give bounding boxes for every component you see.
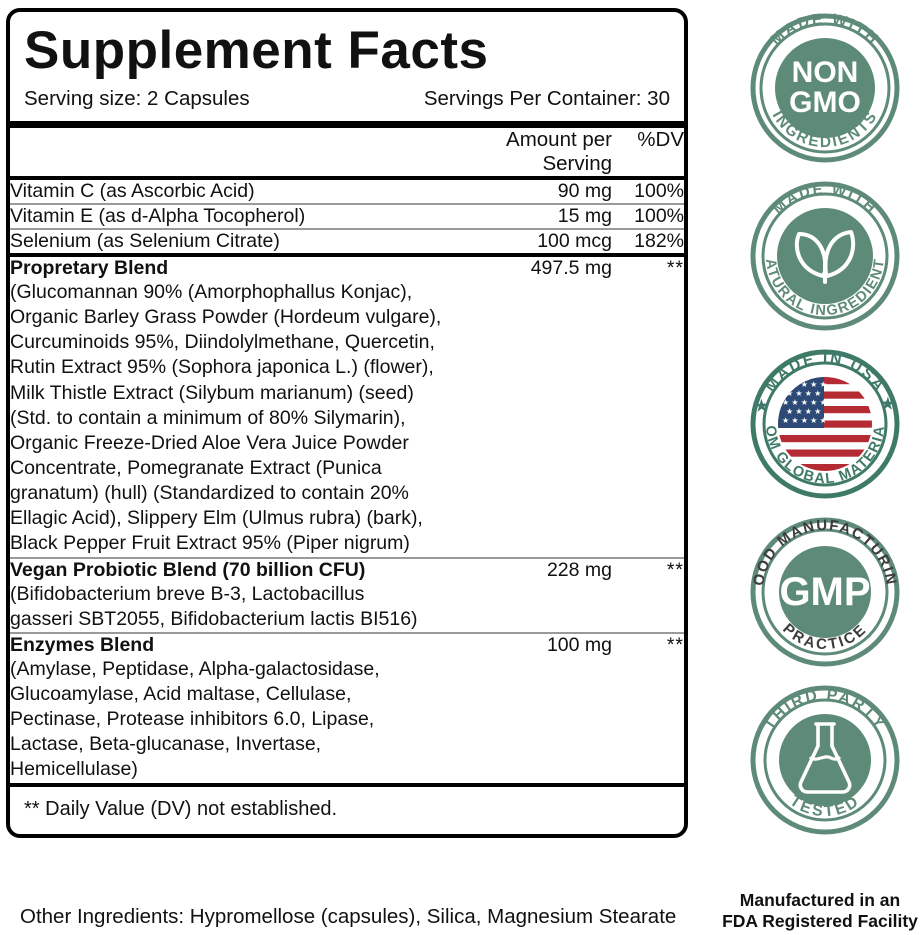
nutrient-dv: 100% bbox=[634, 205, 684, 227]
servings-per-container-text: Servings Per Container: 30 bbox=[423, 87, 670, 110]
blend-amount: 228 mg bbox=[546, 558, 612, 581]
blend-line: Concentrate, Pomegranate Extract (Punica bbox=[10, 456, 382, 479]
divider-thin bbox=[10, 556, 684, 559]
blend-row: Propretary Blend 497.5 mg ** bbox=[10, 257, 684, 280]
svg-text:★ ★ ★ ★: ★ ★ ★ ★ bbox=[786, 407, 821, 416]
svg-text:★ ★ ★ ★ ★: ★ ★ ★ ★ ★ bbox=[782, 416, 827, 425]
divider-row bbox=[10, 631, 684, 634]
svg-text:★ ★ ★ ★: ★ ★ ★ ★ bbox=[786, 389, 821, 398]
badge-gmp: GOOD MANUFACTURING PRACTICE GMP bbox=[737, 508, 913, 676]
blend-line: Curcuminoids 95%, Diindolylmethane, Quer… bbox=[10, 331, 435, 354]
blend-line: gasseri SBT2055, Bifidobacterium lactis … bbox=[10, 607, 418, 630]
nutrient-name: Vitamin C (as Ascorbic Acid) bbox=[10, 180, 255, 202]
daily-value-footnote: ** Daily Value (DV) not established. bbox=[24, 797, 338, 820]
divider-row bbox=[10, 203, 684, 205]
blend-row: Enzymes Blend 100 mg ** bbox=[10, 634, 684, 657]
blend-dv: ** bbox=[666, 257, 684, 279]
blend-title: Enzymes Blend bbox=[10, 633, 155, 656]
badge-third-party-tested: THIRD PARTY TESTED bbox=[737, 676, 913, 844]
blend-dv: ** bbox=[666, 633, 684, 656]
other-ingredients-text: Other Ingredients: Hypromellose (capsule… bbox=[20, 905, 677, 928]
blend-line: granatum) (hull) (Standardized to contai… bbox=[10, 482, 409, 505]
nutrient-amount: 15 mg bbox=[557, 205, 612, 227]
nutrient-name: Selenium (as Selenium Citrate) bbox=[10, 230, 280, 252]
usa-flag-seal-icon: ★ ★ ★ ★ ★ ★ ★ ★ ★ ★ ★ ★ ★ ★ ★ ★ ★ ★ ★ ★ … bbox=[737, 340, 900, 499]
divider-thin bbox=[10, 228, 684, 230]
svg-text:★ ★ ★ ★ ★: ★ ★ ★ ★ ★ bbox=[782, 380, 827, 389]
blend-amount: 497.5 mg bbox=[530, 257, 612, 279]
header-amount-per-serving: Amount per Serving bbox=[506, 128, 612, 175]
badge-made-in-usa: ★ ★ ★ ★ ★ ★ ★ ★ ★ ★ ★ ★ ★ ★ ★ ★ ★ ★ ★ ★ … bbox=[737, 340, 913, 508]
table-row: Vitamin C (as Ascorbic Acid) 90 mg 100% bbox=[10, 180, 684, 203]
blend-line: Hemicellulase) bbox=[10, 758, 138, 781]
divider-row bbox=[10, 556, 684, 559]
nutrient-name: Vitamin E (as d-Alpha Tocopherol) bbox=[10, 205, 306, 227]
blend-amount: 100 mg bbox=[546, 633, 612, 656]
mfg-note-line1: Manufactured in an bbox=[739, 890, 901, 910]
nutrient-amount: 100 mcg bbox=[537, 230, 612, 252]
header-percent-dv: %DV bbox=[637, 128, 684, 151]
blend-body-row: (Bifidobacterium breve B-3, Lactobacillu… bbox=[10, 582, 684, 632]
blend-body-row: (Amylase, Peptidase, Alpha-galactosidase… bbox=[10, 657, 684, 783]
nutrient-amount: 90 mg bbox=[557, 180, 612, 202]
badge-natural-ingredients: MADE WITH NATURAL INGREDIENTS bbox=[737, 172, 913, 340]
divider-thick-top bbox=[10, 121, 684, 128]
blend-line: (Glucomannan 90% (Amorphophallus Konjac)… bbox=[10, 281, 413, 303]
divider-footnote bbox=[10, 782, 684, 787]
blend-ingredient-list: (Glucomannan 90% (Amorphophallus Konjac)… bbox=[10, 280, 684, 557]
blend-line: (Amylase, Peptidase, Alpha-galactosidase… bbox=[10, 657, 380, 680]
badge-non-gmo: MADE WITH INGREDIENTS NON GMO bbox=[737, 4, 913, 172]
blend-line: (Bifidobacterium breve B-3, Lactobacillu… bbox=[10, 582, 365, 605]
blend-line: Organic Freeze-Dried Aloe Vera Juice Pow… bbox=[10, 431, 409, 454]
gmp-seal-icon: GOOD MANUFACTURING PRACTICE GMP bbox=[737, 508, 900, 667]
divider-row bbox=[10, 253, 684, 257]
blend-line: Lactase, Beta-glucanase, Invertase, bbox=[10, 733, 322, 756]
nutrient-dv: 182% bbox=[634, 230, 684, 252]
nutrient-dv: 100% bbox=[634, 180, 684, 202]
blend-line: Organic Barley Grass Powder (Hordeum vul… bbox=[10, 306, 442, 329]
nutrition-table: Amount per Serving %DV Vitamin C (as Asc… bbox=[10, 128, 684, 783]
divider-thin bbox=[10, 631, 684, 634]
blend-line: (Std. to contain a minimum of 80% Silyma… bbox=[10, 406, 406, 429]
svg-text:GMO: GMO bbox=[789, 86, 861, 119]
divider-row bbox=[10, 228, 684, 230]
divider-row bbox=[10, 176, 684, 180]
blend-title: Propretary Blend bbox=[10, 257, 169, 279]
flask-seal-icon: THIRD PARTY TESTED bbox=[750, 685, 900, 835]
blend-line: Rutin Extract 95% (Sophora japonica L.) … bbox=[10, 356, 434, 379]
panel-title: Supplement Facts bbox=[24, 21, 489, 80]
blend-ingredient-list: (Bifidobacterium breve B-3, Lactobacillu… bbox=[10, 582, 684, 632]
divider-thick bbox=[10, 253, 684, 257]
supplement-facts-panel: Supplement Facts Serving size: 2 Capsule… bbox=[6, 8, 688, 838]
blend-body-row: (Glucomannan 90% (Amorphophallus Konjac)… bbox=[10, 280, 684, 557]
table-row: Vitamin E (as d-Alpha Tocopherol) 15 mg … bbox=[10, 205, 684, 228]
svg-text:GMP: GMP bbox=[779, 570, 870, 614]
header-spacer bbox=[10, 128, 444, 176]
mfg-note-line2: FDA Registered Facility bbox=[722, 911, 918, 932]
blend-line: Ellagic Acid), Slippery Elm (Ulmus rubra… bbox=[10, 507, 423, 530]
svg-text:★ ★ ★ ★ ★: ★ ★ ★ ★ ★ bbox=[782, 398, 827, 407]
blend-line: Milk Thistle Extract (Silybum marianum) … bbox=[10, 381, 414, 404]
manufactured-in-fda-facility-note: Manufactured in an FDA Registered Facili… bbox=[716, 890, 924, 933]
certification-badge-column: MADE WITH INGREDIENTS NON GMO bbox=[726, 4, 924, 844]
blend-line: Pectinase, Protease inhibitors 6.0, Lipa… bbox=[10, 708, 375, 731]
divider-thin bbox=[10, 203, 684, 205]
table-header-row: Amount per Serving %DV bbox=[10, 128, 684, 176]
svg-text:NON: NON bbox=[792, 56, 859, 89]
blend-line: Black Pepper Fruit Extract 95% (Piper ni… bbox=[10, 532, 410, 555]
table-row: Selenium (as Selenium Citrate) 100 mcg 1… bbox=[10, 230, 684, 253]
leaf-seal-icon: MADE WITH NATURAL INGREDIENTS bbox=[737, 172, 900, 331]
serving-info-row: Serving size: 2 Capsules Servings Per Co… bbox=[10, 79, 684, 121]
blend-ingredient-list: (Amylase, Peptidase, Alpha-galactosidase… bbox=[10, 657, 684, 783]
blend-dv: ** bbox=[666, 558, 684, 581]
blend-line: Glucoamylase, Acid maltase, Cellulase, bbox=[10, 682, 352, 705]
blend-row: Vegan Probiotic Blend (70 billion CFU) 2… bbox=[10, 559, 684, 582]
divider-thick bbox=[10, 176, 684, 180]
blend-title: Vegan Probiotic Blend (70 billion CFU) bbox=[10, 558, 366, 581]
non-gmo-seal-icon: MADE WITH INGREDIENTS NON GMO bbox=[750, 11, 900, 163]
serving-size-text: Serving size: 2 Capsules bbox=[24, 87, 250, 110]
